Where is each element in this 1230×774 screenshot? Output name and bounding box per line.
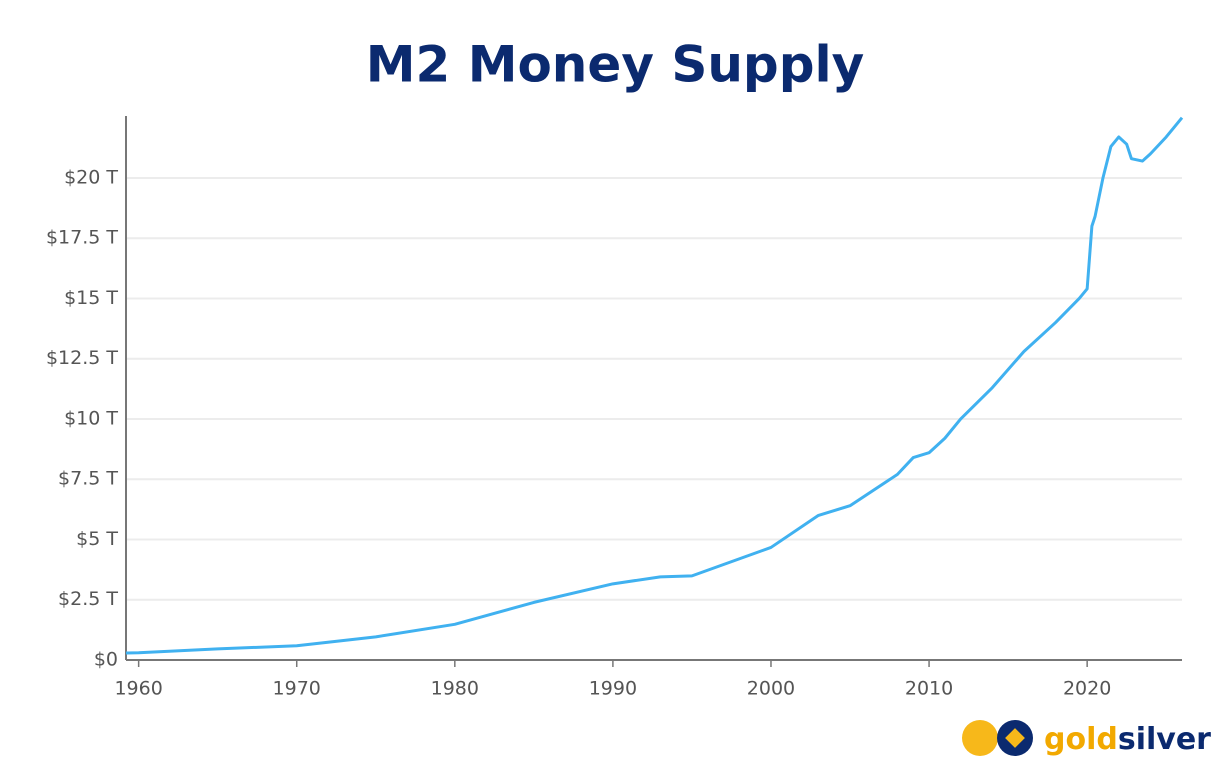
- logo-coin-gold: [962, 720, 998, 756]
- x-tick-label: 1990: [589, 678, 637, 700]
- x-tick-label: 1970: [273, 678, 321, 700]
- series-line: [125, 116, 1184, 655]
- y-tick-label: $2.5 T: [58, 588, 118, 610]
- logo-silver: silver: [1118, 722, 1211, 757]
- x-tick-label: 1960: [114, 678, 162, 700]
- y-tick-label: $20 T: [64, 166, 118, 188]
- y-tick-label: $12.5 T: [46, 347, 118, 369]
- x-tick-label: 2010: [905, 678, 953, 700]
- x-tick-label: 2020: [1063, 678, 1111, 700]
- logo: goldsilver: [962, 720, 1211, 757]
- x-tick-label: 2000: [747, 678, 795, 700]
- y-tick-label: $0: [94, 649, 118, 671]
- y-tick-label: $7.5 T: [58, 468, 118, 490]
- y-tick-label: $5 T: [76, 528, 118, 550]
- logo-mark: [1005, 728, 1025, 748]
- x-tick-label: 1980: [431, 678, 479, 700]
- chart-title: M2 Money Supply: [366, 36, 865, 94]
- y-tick-label: $15 T: [64, 287, 118, 309]
- logo-gold: gold: [1044, 722, 1118, 757]
- logo-text: goldsilver: [1044, 722, 1211, 757]
- y-tick-label: $10 T: [64, 407, 118, 429]
- y-tick-label: $17.5 T: [46, 227, 118, 249]
